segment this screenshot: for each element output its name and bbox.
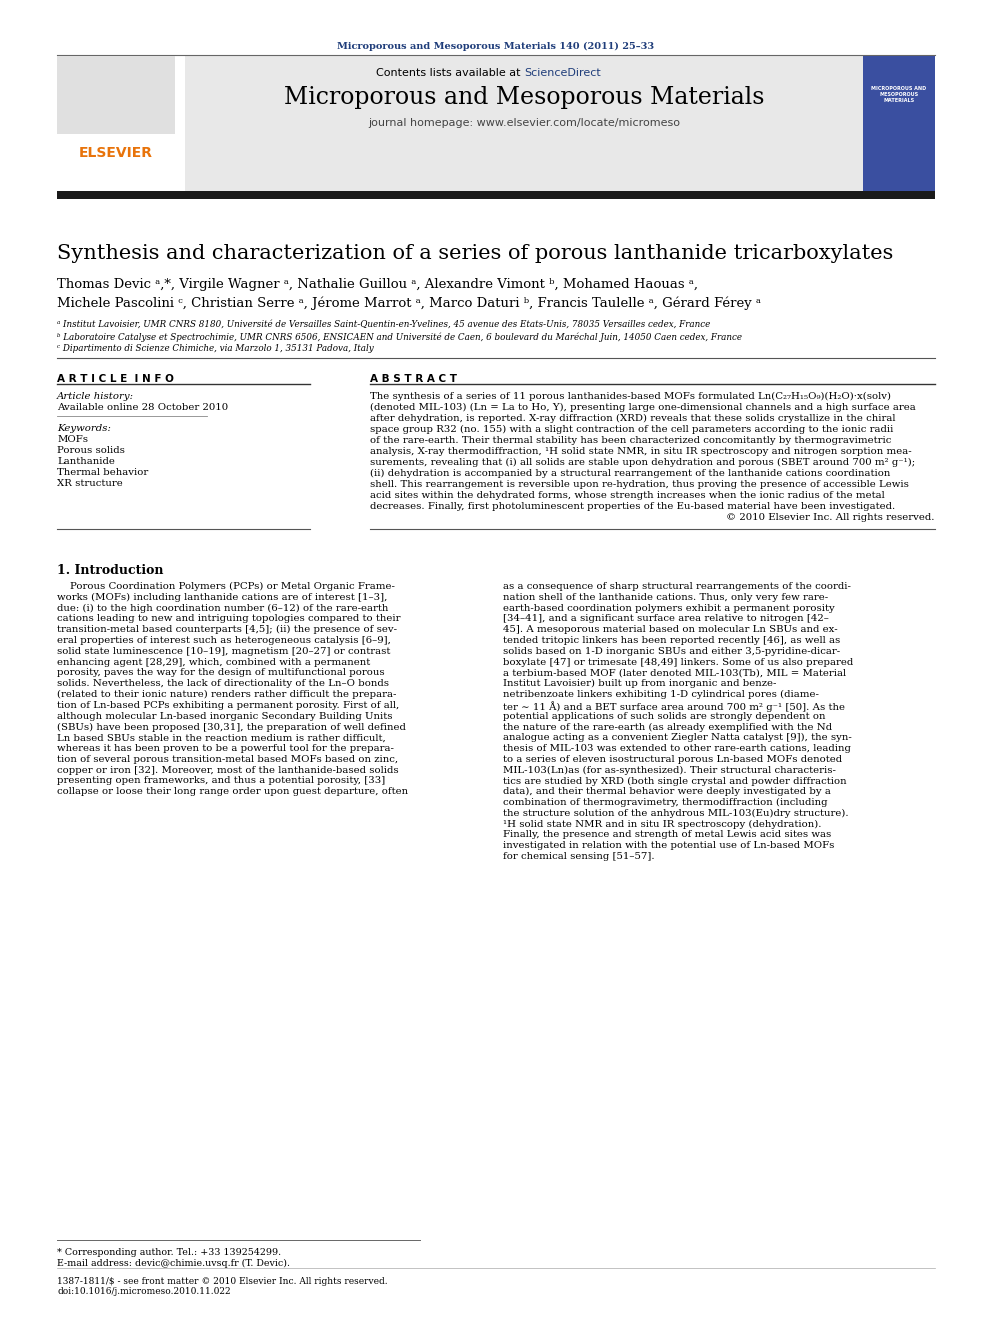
Text: tion of several porous transition-metal based MOFs based on zinc,: tion of several porous transition-metal … — [57, 755, 398, 763]
Text: Ln based SBUs stable in the reaction medium is rather difficult,: Ln based SBUs stable in the reaction med… — [57, 733, 386, 742]
Text: MOFs: MOFs — [57, 435, 88, 445]
Text: 1387-1811/$ - see front matter © 2010 Elsevier Inc. All rights reserved.: 1387-1811/$ - see front matter © 2010 El… — [57, 1277, 388, 1286]
Bar — [57, 56, 175, 134]
Text: ScienceDirect: ScienceDirect — [524, 67, 601, 78]
Text: Finally, the presence and strength of metal Lewis acid sites was: Finally, the presence and strength of me… — [503, 831, 831, 839]
Text: ter ∼ 11 Å) and a BET surface area around 700 m² g⁻¹ [50]. As the: ter ∼ 11 Å) and a BET surface area aroun… — [503, 701, 845, 712]
Text: tended tritopic linkers has been reported recently [46], as well as: tended tritopic linkers has been reporte… — [503, 636, 840, 646]
Text: analogue acting as a convenient Ziegler Natta catalyst [9]), the syn-: analogue acting as a convenient Ziegler … — [503, 733, 852, 742]
Text: ᵃ Institut Lavoisier, UMR CNRS 8180, Université de Versailles Saint-Quentin-en-Y: ᵃ Institut Lavoisier, UMR CNRS 8180, Uni… — [57, 320, 710, 329]
Text: (ii) dehydration is accompanied by a structural rearrangement of the lanthanide : (ii) dehydration is accompanied by a str… — [370, 468, 891, 478]
Text: Microporous and Mesoporous Materials 140 (2011) 25–33: Microporous and Mesoporous Materials 140… — [337, 42, 655, 52]
Text: 1. Introduction: 1. Introduction — [57, 564, 164, 577]
Text: investigated in relation with the potential use of Ln-based MOFs: investigated in relation with the potent… — [503, 841, 834, 851]
Text: a terbium-based MOF (later denoted MIL-103(Tb), MIL = Material: a terbium-based MOF (later denoted MIL-1… — [503, 668, 846, 677]
Text: combination of thermogravimetry, thermodiffraction (including: combination of thermogravimetry, thermod… — [503, 798, 827, 807]
Text: transition-metal based counterparts [4,5]; (ii) the presence of sev-: transition-metal based counterparts [4,5… — [57, 626, 397, 634]
Text: cations leading to new and intriguing topologies compared to their: cations leading to new and intriguing to… — [57, 614, 401, 623]
Text: acid sites within the dehydrated forms, whose strength increases when the ionic : acid sites within the dehydrated forms, … — [370, 491, 885, 500]
Text: [34–41], and a significant surface area relative to nitrogen [42–: [34–41], and a significant surface area … — [503, 614, 829, 623]
Text: the structure solution of the anhydrous MIL-103(Eu)dry structure).: the structure solution of the anhydrous … — [503, 808, 848, 818]
Text: potential applications of such solids are strongly dependent on: potential applications of such solids ar… — [503, 712, 825, 721]
Text: presenting open frameworks, and thus a potential porosity, [33]: presenting open frameworks, and thus a p… — [57, 777, 385, 786]
Text: whereas it has been proven to be a powerful tool for the prepara-: whereas it has been proven to be a power… — [57, 744, 394, 753]
Text: space group R32 (no. 155) with a slight contraction of the cell parameters accor: space group R32 (no. 155) with a slight … — [370, 425, 894, 434]
Text: Synthesis and characterization of a series of porous lanthanide tricarboxylates: Synthesis and characterization of a seri… — [57, 243, 894, 263]
Text: netribenzoate linkers exhibiting 1-D cylindrical pores (diame-: netribenzoate linkers exhibiting 1-D cyl… — [503, 691, 818, 699]
Bar — [863, 56, 935, 192]
Text: © 2010 Elsevier Inc. All rights reserved.: © 2010 Elsevier Inc. All rights reserved… — [726, 513, 935, 523]
Text: boxylate [47] or trimesate [48,49] linkers. Some of us also prepared: boxylate [47] or trimesate [48,49] linke… — [503, 658, 853, 667]
Text: tion of Ln-based PCPs exhibiting a permanent porosity. First of all,: tion of Ln-based PCPs exhibiting a perma… — [57, 701, 399, 710]
Text: (SBUs) have been proposed [30,31], the preparation of well defined: (SBUs) have been proposed [30,31], the p… — [57, 722, 406, 732]
Text: Keywords:: Keywords: — [57, 423, 111, 433]
Text: Lanthanide: Lanthanide — [57, 456, 115, 466]
Text: works (MOFs) including lanthanide cations are of interest [1–3],: works (MOFs) including lanthanide cation… — [57, 593, 387, 602]
Text: ᵇ Laboratoire Catalyse et Spectrochimie, UMR CNRS 6506, ENSICAEN and Université : ᵇ Laboratoire Catalyse et Spectrochimie,… — [57, 332, 742, 341]
Text: MIL-103(Ln)as (for as-synthesized). Their structural characteris-: MIL-103(Ln)as (for as-synthesized). Thei… — [503, 766, 836, 775]
Text: Porous solids: Porous solids — [57, 446, 125, 455]
Text: The synthesis of a series of 11 porous lanthanides-based MOFs formulated Ln(C₂₇H: The synthesis of a series of 11 porous l… — [370, 392, 891, 401]
Text: Available online 28 October 2010: Available online 28 October 2010 — [57, 404, 228, 411]
Text: Microporous and Mesoporous Materials: Microporous and Mesoporous Materials — [284, 86, 764, 108]
Text: data), and their thermal behavior were deeply investigated by a: data), and their thermal behavior were d… — [503, 787, 831, 796]
Text: decreases. Finally, first photoluminescent properties of the Eu-based material h: decreases. Finally, first photoluminesce… — [370, 501, 895, 511]
Text: due: (i) to the high coordination number (6–12) of the rare-earth: due: (i) to the high coordination number… — [57, 603, 389, 613]
Text: analysis, X-ray thermodiffraction, ¹H solid state NMR, in situ IR spectroscopy a: analysis, X-ray thermodiffraction, ¹H so… — [370, 447, 912, 456]
Text: E-mail address: devic@chimie.uvsq.fr (T. Devic).: E-mail address: devic@chimie.uvsq.fr (T.… — [57, 1259, 290, 1269]
Text: collapse or loose their long range order upon guest departure, often: collapse or loose their long range order… — [57, 787, 408, 796]
Text: solids based on 1-D inorganic SBUs and either 3,5-pyridine-dicar-: solids based on 1-D inorganic SBUs and e… — [503, 647, 840, 656]
Text: surements, revealing that (i) all solids are stable upon dehydration and porous : surements, revealing that (i) all solids… — [370, 458, 916, 467]
Text: Thermal behavior: Thermal behavior — [57, 468, 148, 478]
Text: earth-based coordination polymers exhibit a permanent porosity: earth-based coordination polymers exhibi… — [503, 603, 834, 613]
Text: tics are studied by XRD (both single crystal and powder diffraction: tics are studied by XRD (both single cry… — [503, 777, 846, 786]
Text: 45]. A mesoporous material based on molecular Ln SBUs and ex-: 45]. A mesoporous material based on mole… — [503, 626, 837, 634]
Bar — [185, 56, 863, 192]
Text: copper or iron [32]. Moreover, most of the lanthanide-based solids: copper or iron [32]. Moreover, most of t… — [57, 766, 399, 774]
Text: (denoted MIL-103) (Ln = La to Ho, Y), presenting large one-dimensional channels : (denoted MIL-103) (Ln = La to Ho, Y), pr… — [370, 404, 916, 413]
Bar — [57, 191, 935, 198]
Text: * Corresponding author. Tel.: +33 139254299.: * Corresponding author. Tel.: +33 139254… — [57, 1248, 281, 1257]
Text: Institut Lavoisier) built up from inorganic and benze-: Institut Lavoisier) built up from inorga… — [503, 679, 777, 688]
Text: MICROPOROUS AND
MESOPOROUS
MATERIALS: MICROPOROUS AND MESOPOROUS MATERIALS — [871, 86, 927, 103]
Text: solid state luminescence [10–19], magnetism [20–27] or contrast: solid state luminescence [10–19], magnet… — [57, 647, 391, 656]
Text: doi:10.1016/j.micromeso.2010.11.022: doi:10.1016/j.micromeso.2010.11.022 — [57, 1287, 230, 1297]
Text: ᶜ Dipartimento di Scienze Chimiche, via Marzolo 1, 35131 Padova, Italy: ᶜ Dipartimento di Scienze Chimiche, via … — [57, 344, 374, 353]
Text: nation shell of the lanthanide cations. Thus, only very few rare-: nation shell of the lanthanide cations. … — [503, 593, 828, 602]
Text: to a series of eleven isostructural porous Ln-based MOFs denoted: to a series of eleven isostructural poro… — [503, 755, 842, 763]
Text: A B S T R A C T: A B S T R A C T — [370, 374, 457, 384]
Bar — [57, 56, 185, 192]
Text: of the rare-earth. Their thermal stability has been characterized concomitantly : of the rare-earth. Their thermal stabili… — [370, 437, 892, 445]
Text: Article history:: Article history: — [57, 392, 134, 401]
Text: journal homepage: www.elsevier.com/locate/micromeso: journal homepage: www.elsevier.com/locat… — [368, 118, 680, 128]
Text: enhancing agent [28,29], which, combined with a permanent: enhancing agent [28,29], which, combined… — [57, 658, 370, 667]
Text: Porous Coordination Polymers (PCPs) or Metal Organic Frame-: Porous Coordination Polymers (PCPs) or M… — [57, 582, 395, 591]
Text: the nature of the rare-earth (as already exemplified with the Nd: the nature of the rare-earth (as already… — [503, 722, 832, 732]
Text: porosity, paves the way for the design of multifunctional porous: porosity, paves the way for the design o… — [57, 668, 385, 677]
Text: A R T I C L E  I N F O: A R T I C L E I N F O — [57, 374, 174, 384]
Text: eral properties of interest such as heterogeneous catalysis [6–9],: eral properties of interest such as hete… — [57, 636, 391, 646]
Text: ¹H solid state NMR and in situ IR spectroscopy (dehydration).: ¹H solid state NMR and in situ IR spectr… — [503, 820, 821, 828]
Text: Thomas Devic ᵃ,*, Virgile Wagner ᵃ, Nathalie Guillou ᵃ, Alexandre Vimont ᵇ, Moha: Thomas Devic ᵃ,*, Virgile Wagner ᵃ, Nath… — [57, 278, 698, 291]
Text: shell. This rearrangement is reversible upon re-hydration, thus proving the pres: shell. This rearrangement is reversible … — [370, 480, 909, 490]
Text: ELSEVIER: ELSEVIER — [79, 146, 153, 160]
Text: thesis of MIL-103 was extended to other rare-earth cations, leading: thesis of MIL-103 was extended to other … — [503, 744, 851, 753]
Text: (related to their ionic nature) renders rather difficult the prepara-: (related to their ionic nature) renders … — [57, 691, 397, 699]
Text: XR structure: XR structure — [57, 479, 123, 488]
Text: for chemical sensing [51–57].: for chemical sensing [51–57]. — [503, 852, 655, 861]
Text: after dehydration, is reported. X-ray diffraction (XRD) reveals that these solid: after dehydration, is reported. X-ray di… — [370, 414, 896, 423]
Text: Michele Pascolini ᶜ, Christian Serre ᵃ, Jérome Marrot ᵃ, Marco Daturi ᵇ, Francis: Michele Pascolini ᶜ, Christian Serre ᵃ, … — [57, 296, 761, 310]
Text: although molecular Ln-based inorganic Secondary Building Units: although molecular Ln-based inorganic Se… — [57, 712, 393, 721]
Text: as a consequence of sharp structural rearrangements of the coordi-: as a consequence of sharp structural rea… — [503, 582, 851, 591]
Text: solids. Nevertheless, the lack of directionality of the Ln–O bonds: solids. Nevertheless, the lack of direct… — [57, 679, 389, 688]
Text: Contents lists available at: Contents lists available at — [376, 67, 524, 78]
